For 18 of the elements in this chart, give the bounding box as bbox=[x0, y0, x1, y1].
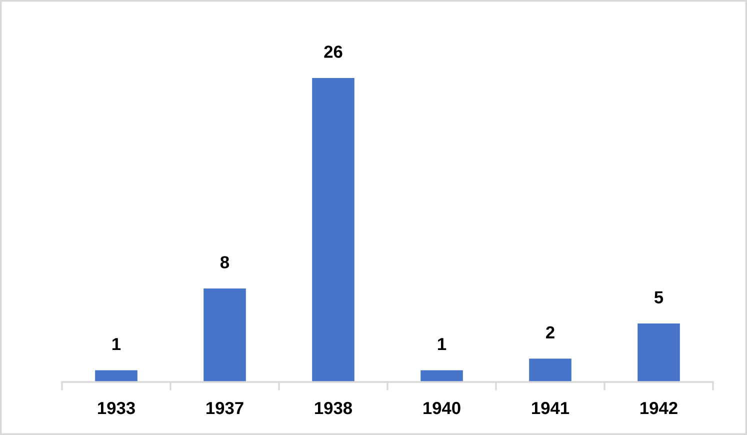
data-label: 5 bbox=[654, 291, 664, 304]
bar bbox=[204, 288, 246, 382]
x-tick-label: 1940 bbox=[424, 402, 460, 414]
data-label: 1 bbox=[112, 338, 121, 350]
x-tick-label: 1942 bbox=[640, 402, 678, 414]
data-label: 1 bbox=[438, 338, 446, 350]
data-label: 2 bbox=[546, 326, 554, 338]
x-tick-label: 1937 bbox=[206, 402, 244, 414]
x-tick-label: 1941 bbox=[532, 402, 570, 414]
bar bbox=[95, 370, 138, 382]
data-label: 26 bbox=[324, 46, 342, 58]
x-tick-label: 1933 bbox=[98, 402, 135, 414]
bar bbox=[638, 324, 680, 382]
bar bbox=[420, 370, 463, 382]
x-tick-label: 1938 bbox=[315, 402, 352, 414]
bar bbox=[529, 358, 572, 382]
data-label: 8 bbox=[220, 256, 230, 268]
bar bbox=[312, 78, 354, 382]
